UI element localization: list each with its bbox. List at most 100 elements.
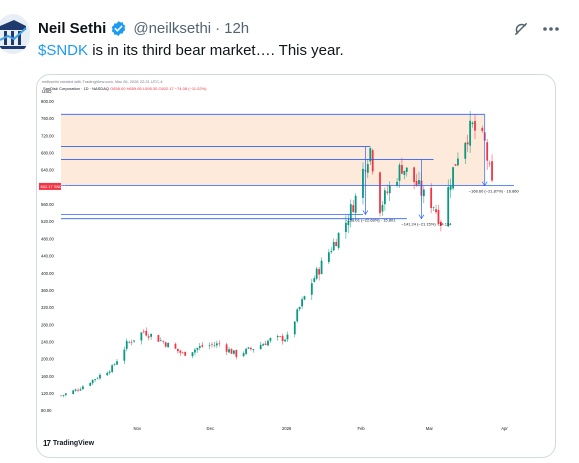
x-tick-label: Apr xyxy=(501,426,508,431)
y-tick-label: 640.00 xyxy=(41,168,54,173)
tweet-header: Neil Sethi @neilksethi · 12h xyxy=(38,18,579,38)
candle-body xyxy=(235,350,238,357)
candle-body xyxy=(174,343,177,349)
candle-body xyxy=(252,349,255,351)
candle-body xyxy=(96,378,99,379)
candle-body xyxy=(150,334,153,337)
candle-body xyxy=(327,252,330,263)
tweet-text: $SNDK is in its third bear market…. This… xyxy=(38,42,344,59)
candle-body xyxy=(491,161,493,181)
candle-body xyxy=(313,278,316,282)
candle-body xyxy=(245,348,247,354)
candle-body xyxy=(403,170,406,175)
candle-body xyxy=(267,340,269,346)
candle-body xyxy=(401,165,403,174)
candle-body xyxy=(279,336,282,337)
candle-body xyxy=(301,299,303,307)
candle-body xyxy=(125,341,128,349)
more-icon[interactable] xyxy=(541,20,561,38)
candle-body xyxy=(198,346,201,349)
candle-body xyxy=(157,335,160,342)
candle-body xyxy=(233,350,235,354)
candle-body xyxy=(430,188,433,208)
candle-body xyxy=(130,342,133,343)
y-tick-label: 560.00 xyxy=(41,202,54,207)
candle-body xyxy=(201,345,204,347)
candle-body xyxy=(142,331,145,333)
x-tick-label: Nov xyxy=(133,426,141,431)
candle-body xyxy=(457,158,459,166)
candle-body xyxy=(89,383,92,386)
candle-body xyxy=(208,345,211,347)
candle-body xyxy=(64,393,67,396)
candle-body xyxy=(147,336,150,338)
y-tick-label: 720.00 xyxy=(41,133,54,138)
tradingview-logo: 17 TradingView xyxy=(43,439,94,448)
candle-body xyxy=(469,120,472,146)
candle-body xyxy=(298,307,301,310)
candle-body xyxy=(310,283,313,295)
tweet-timestamp[interactable]: 12h xyxy=(224,19,250,37)
candle-body xyxy=(474,120,476,131)
current-price-box xyxy=(39,182,61,190)
candle-body xyxy=(398,164,401,181)
candle-body xyxy=(369,148,372,162)
y-tick-label: 160.00 xyxy=(41,374,54,379)
candle-body xyxy=(486,142,489,161)
candle-body xyxy=(330,251,333,253)
candle-body xyxy=(111,365,114,372)
candle-body xyxy=(262,344,265,346)
candle-body xyxy=(72,390,75,394)
author-name[interactable]: Neil Sethi xyxy=(38,19,107,37)
y-tick-label: 440.00 xyxy=(41,254,54,259)
candle-body xyxy=(230,349,233,354)
candle-body xyxy=(293,321,296,335)
tradingview-logo-icon: 17 xyxy=(43,439,51,448)
y-tick-label: 200.00 xyxy=(41,357,54,362)
candle-body xyxy=(116,361,118,365)
candle-body xyxy=(481,128,484,131)
candle-body xyxy=(439,221,442,226)
y-tick-label: 320.00 xyxy=(41,305,54,310)
candle-body xyxy=(259,345,262,350)
candle-body xyxy=(449,185,452,190)
candle-body xyxy=(318,269,321,275)
candle-body xyxy=(162,341,165,343)
candle-body xyxy=(133,340,135,342)
candle-body xyxy=(388,185,391,194)
candle-body xyxy=(296,309,299,322)
grok-icon[interactable] xyxy=(512,20,530,38)
candle-body xyxy=(91,379,94,384)
cashtag-link[interactable]: $SNDK xyxy=(38,42,89,59)
current-price-label: 602.17 SNDK xyxy=(41,184,66,189)
candle-body xyxy=(454,164,457,166)
y-tick-label: 760.00 xyxy=(41,116,54,121)
candle-body xyxy=(218,343,221,345)
y-tick-label: 280.00 xyxy=(41,322,54,327)
candle-body xyxy=(354,195,357,213)
candle-body xyxy=(242,353,245,357)
y-tick-label: 520.00 xyxy=(41,219,54,224)
candle-body xyxy=(413,167,416,182)
author-avatar[interactable] xyxy=(0,14,30,54)
candle-body xyxy=(488,163,491,165)
y-tick-label: 400.00 xyxy=(41,271,54,276)
y-tick-label: 240.00 xyxy=(41,339,54,344)
candle-body xyxy=(99,374,101,379)
candle-body xyxy=(264,343,267,345)
candle-body xyxy=(196,348,199,350)
y-tick-label: 120.00 xyxy=(41,391,54,396)
candle-body xyxy=(315,268,318,279)
avatar-logo xyxy=(0,14,30,54)
candle-body xyxy=(352,205,355,213)
candle-body xyxy=(167,342,170,348)
candle-body xyxy=(381,205,384,212)
measure-label: −168.60 (−21.87%) · 16.860 xyxy=(469,189,520,194)
chart-image-card[interactable]: neilksethi created with TradingView.com,… xyxy=(36,74,556,458)
candle-body xyxy=(77,390,79,391)
candle-body xyxy=(405,167,408,172)
author-handle[interactable]: @neilksethi xyxy=(133,19,212,37)
y-tick-label: 480.00 xyxy=(41,236,54,241)
candle-body xyxy=(471,122,474,125)
candle-body xyxy=(437,209,440,224)
